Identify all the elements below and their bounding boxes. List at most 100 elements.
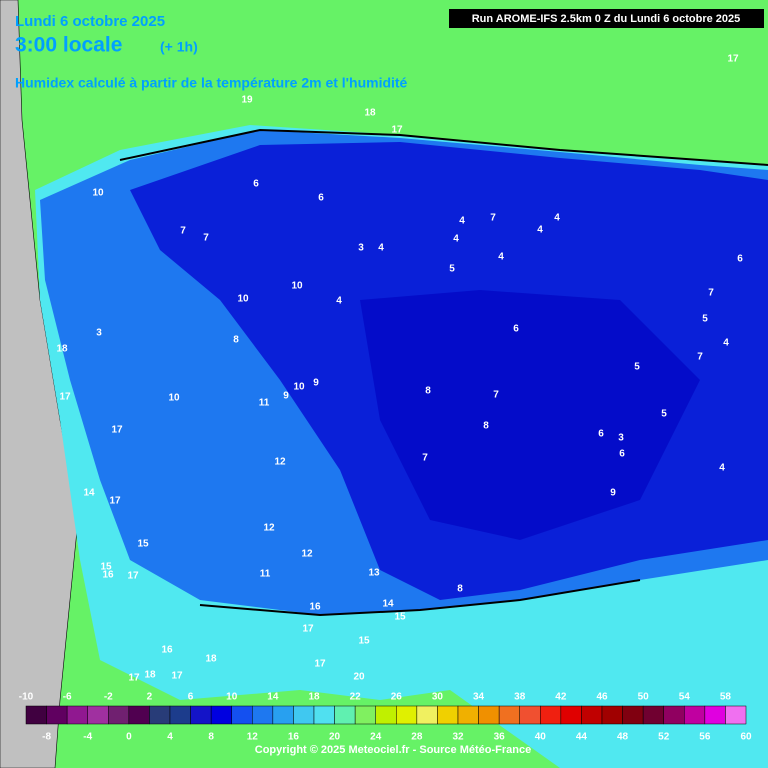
map-label: 12 [274,457,286,468]
map-label: 19 [241,95,253,106]
colorbar-tick-label: 60 [740,732,752,743]
map-label: 4 [537,225,543,236]
map-label: 17 [111,425,123,436]
map-label: 14 [83,488,95,499]
colorbar-tick-label: 34 [473,692,485,703]
map-label: 5 [449,264,455,275]
map-label: 15 [358,636,370,647]
map-label: 7 [708,288,714,299]
map-label: 8 [233,335,239,346]
lead: (+ 1h) [160,39,198,55]
colorbar-tick-label: 30 [432,692,444,703]
colorbar-tick-label: -6 [63,692,72,703]
colorbar-tick-label: -4 [83,732,92,743]
map-label: 9 [313,378,319,389]
colorbar-tick-label: 4 [167,732,173,743]
map-label: 6 [513,324,519,335]
colorbar: -10-8-6-4-202468101214161820222426283032… [19,692,752,743]
run-box [449,9,764,28]
colorbar-box [601,705,623,725]
colorbar-box [190,705,212,725]
map-label: 9 [283,391,289,402]
map-label: 15 [394,612,406,623]
colorbar-tick-label: -2 [104,692,113,703]
colorbar-box [396,705,418,725]
map-label: 18 [56,344,68,355]
colorbar-tick-label: 26 [391,692,403,703]
colorbar-box [169,705,191,725]
map-label: 11 [260,569,271,580]
run-label: Run AROME-IFS 2.5km 0 Z du Lundi 6 octob… [472,13,741,25]
map-label: 3 [96,328,102,339]
map-label: 16 [102,570,114,581]
colorbar-tick-label: 12 [247,732,259,743]
map-label: 5 [702,314,708,325]
map-label: 15 [137,539,149,550]
map-label: 16 [161,645,173,656]
colorbar-tick-label: -8 [42,732,51,743]
map-label: 6 [737,254,743,265]
map-label: 6 [318,193,324,204]
colorbar-tick-label: 40 [535,732,547,743]
colorbar-tick-label: 8 [208,732,214,743]
colorbar-box [437,705,459,725]
colorbar-tick-label: 16 [288,732,300,743]
colorbar-tick-label: 2 [147,692,153,703]
colorbar-box [560,705,582,725]
map-label: 17 [59,392,71,403]
copyright: Copyright © 2025 Meteociel.fr - Source M… [255,744,531,756]
colorbar-tick-label: 52 [658,732,670,743]
colorbar-box [46,705,68,725]
map-label: 7 [180,226,186,237]
map-label: 6 [253,179,259,190]
colorbar-box [272,705,294,725]
map-label: 4 [453,234,459,245]
map-label: 17 [171,671,183,682]
map-label: 4 [719,463,725,474]
map-label: 14 [382,599,394,610]
map-label: 8 [425,386,431,397]
colorbar-tick-label: 42 [555,692,567,703]
colorbar-box [704,705,726,725]
colorbar-tick-label: 38 [514,692,526,703]
map-label: 20 [353,672,365,683]
map-label: 3 [358,243,364,254]
map-label: 4 [459,216,465,227]
map-label: 4 [723,338,729,349]
colorbar-tick-label: 50 [638,692,650,703]
map-label: 8 [483,421,489,432]
colorbar-box [354,705,376,725]
map-label: 7 [490,213,496,224]
map-label: 17 [727,54,739,65]
subtitle: Humidex calculé à partir de la températu… [15,75,408,91]
colorbar-box [313,705,335,725]
map-label: 4 [378,243,384,254]
map-label: 10 [293,382,305,393]
colorbar-box [149,705,171,725]
colorbar-box [622,705,644,725]
colorbar-box [128,705,150,725]
map-label: 15 [100,562,112,573]
map-label: 7 [493,390,499,401]
colorbar-box [540,705,562,725]
coastline [119,128,768,166]
colorbar-tick-label: 36 [494,732,506,743]
colorbar-box [581,705,603,725]
map-label: 10 [237,294,249,305]
colorbar-box [108,705,130,725]
colorbar-tick-label: 58 [720,692,732,703]
colorbar-tick-label: 22 [350,692,362,703]
time: 3:00 locale [15,34,122,57]
map-label: 18 [205,654,217,665]
coastline [199,579,641,617]
map-label: 4 [498,252,504,263]
colorbar-box [87,705,109,725]
colorbar-box [684,705,706,725]
colorbar-tick-label: -10 [19,692,34,703]
colorbar-box [663,705,685,725]
map-label: 4 [554,213,560,224]
colorbar-box [725,705,747,725]
map-label: 18 [144,670,156,681]
